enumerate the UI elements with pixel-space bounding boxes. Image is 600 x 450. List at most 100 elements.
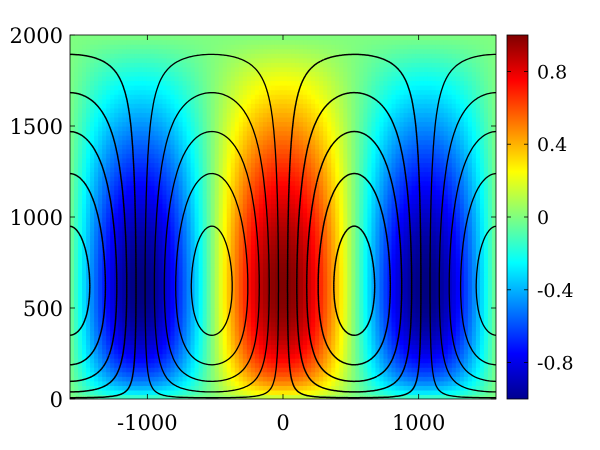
heatmap-cell — [198, 394, 204, 399]
heatmap-cell — [82, 362, 87, 368]
heatmap-cell — [254, 303, 260, 309]
heatmap-cell — [102, 235, 107, 241]
heatmap-cell — [146, 257, 151, 264]
heatmap-cell — [210, 289, 216, 295]
heatmap-cell — [403, 198, 409, 204]
heatmap-cell — [118, 257, 123, 264]
heatmap-cell — [198, 262, 204, 268]
heatmap-cell — [487, 248, 493, 254]
heatmap-cell — [351, 194, 356, 200]
heatmap-cell — [154, 285, 160, 291]
heatmap-cell — [307, 235, 312, 241]
heatmap-cell — [467, 317, 473, 323]
heatmap-cell — [238, 267, 244, 273]
heatmap-cell — [307, 285, 312, 291]
heatmap-cell — [162, 380, 168, 386]
heatmap-cell — [427, 380, 433, 386]
heatmap-cell — [110, 253, 115, 259]
heatmap-cell — [106, 367, 111, 373]
heatmap-cell — [238, 271, 244, 277]
heatmap-cell — [74, 380, 79, 386]
heatmap-cell — [182, 203, 188, 209]
heatmap-cell — [258, 289, 264, 295]
heatmap-cell — [419, 321, 425, 327]
heatmap-cell — [319, 371, 324, 377]
heatmap-cell — [250, 321, 256, 327]
heatmap-cell — [250, 189, 256, 195]
heatmap-cell — [154, 253, 160, 259]
heatmap-cell — [491, 194, 496, 200]
heatmap-cell — [375, 339, 381, 345]
heatmap-cell — [487, 267, 493, 273]
heatmap-cell — [94, 217, 99, 223]
heatmap-cell — [395, 280, 401, 286]
heatmap-cell — [234, 294, 240, 300]
heatmap-cell — [218, 371, 224, 377]
heatmap-cell — [343, 339, 348, 345]
heatmap-cell — [90, 212, 95, 218]
heatmap-cell — [407, 285, 413, 291]
heatmap-cell — [262, 257, 268, 264]
heatmap-cell — [463, 198, 469, 204]
heatmap-cell — [435, 362, 441, 368]
heatmap-cell — [463, 217, 469, 223]
heatmap-cell — [355, 308, 360, 314]
heatmap-cell — [222, 212, 228, 218]
heatmap-cell — [447, 276, 453, 282]
heatmap-cell — [98, 298, 103, 305]
heatmap-cell — [186, 303, 192, 309]
heatmap-cell — [483, 339, 489, 345]
heatmap-cell — [218, 317, 224, 323]
heatmap-cell — [90, 189, 95, 195]
heatmap-cell — [283, 317, 288, 323]
heatmap-cell — [174, 267, 180, 273]
heatmap-cell — [122, 235, 127, 241]
heatmap-cell — [182, 362, 188, 368]
heatmap-cell — [254, 317, 260, 323]
heatmap-cell — [162, 212, 168, 218]
heatmap-cell — [274, 289, 280, 295]
heatmap-cell — [451, 348, 457, 355]
heatmap-cell — [475, 244, 481, 250]
heatmap-cell — [278, 376, 284, 382]
heatmap-cell — [106, 207, 111, 214]
heatmap-cell — [459, 235, 465, 241]
heatmap-cell — [190, 367, 196, 373]
heatmap-cell — [262, 339, 268, 345]
heatmap-cell — [311, 221, 316, 227]
heatmap-cell — [491, 262, 496, 268]
heatmap-cell — [218, 262, 224, 268]
heatmap-cell — [311, 389, 316, 396]
heatmap-cell — [363, 207, 368, 214]
heatmap-cell — [491, 212, 496, 218]
heatmap-cell — [399, 230, 405, 236]
heatmap-cell — [451, 267, 457, 273]
heatmap-cell — [90, 207, 95, 214]
heatmap-cell — [242, 271, 248, 277]
heatmap-cell — [82, 380, 87, 386]
heatmap-cell — [78, 217, 83, 223]
heatmap-cell — [327, 203, 332, 209]
heatmap-cell — [347, 262, 352, 268]
heatmap-cell — [142, 330, 147, 336]
heatmap-cell — [214, 321, 220, 327]
heatmap-cell — [475, 217, 481, 223]
heatmap-cell — [423, 317, 429, 323]
heatmap-cell — [283, 280, 288, 286]
heatmap-cell — [291, 294, 296, 300]
heatmap-cell — [479, 317, 485, 323]
heatmap-cell — [431, 339, 437, 345]
heatmap-cell — [315, 321, 320, 327]
heatmap-cell — [190, 267, 196, 273]
heatmap-cell — [246, 248, 252, 254]
heatmap-cell — [463, 308, 469, 314]
heatmap-cell — [154, 317, 160, 323]
heatmap-cell — [343, 253, 348, 259]
heatmap-cell — [479, 394, 485, 399]
heatmap-cell — [74, 207, 79, 214]
heatmap-cell — [471, 257, 477, 264]
heatmap-cell — [287, 276, 292, 282]
heatmap-cell — [331, 312, 336, 318]
heatmap-cell — [343, 267, 348, 273]
heatmap-cell — [319, 285, 324, 291]
